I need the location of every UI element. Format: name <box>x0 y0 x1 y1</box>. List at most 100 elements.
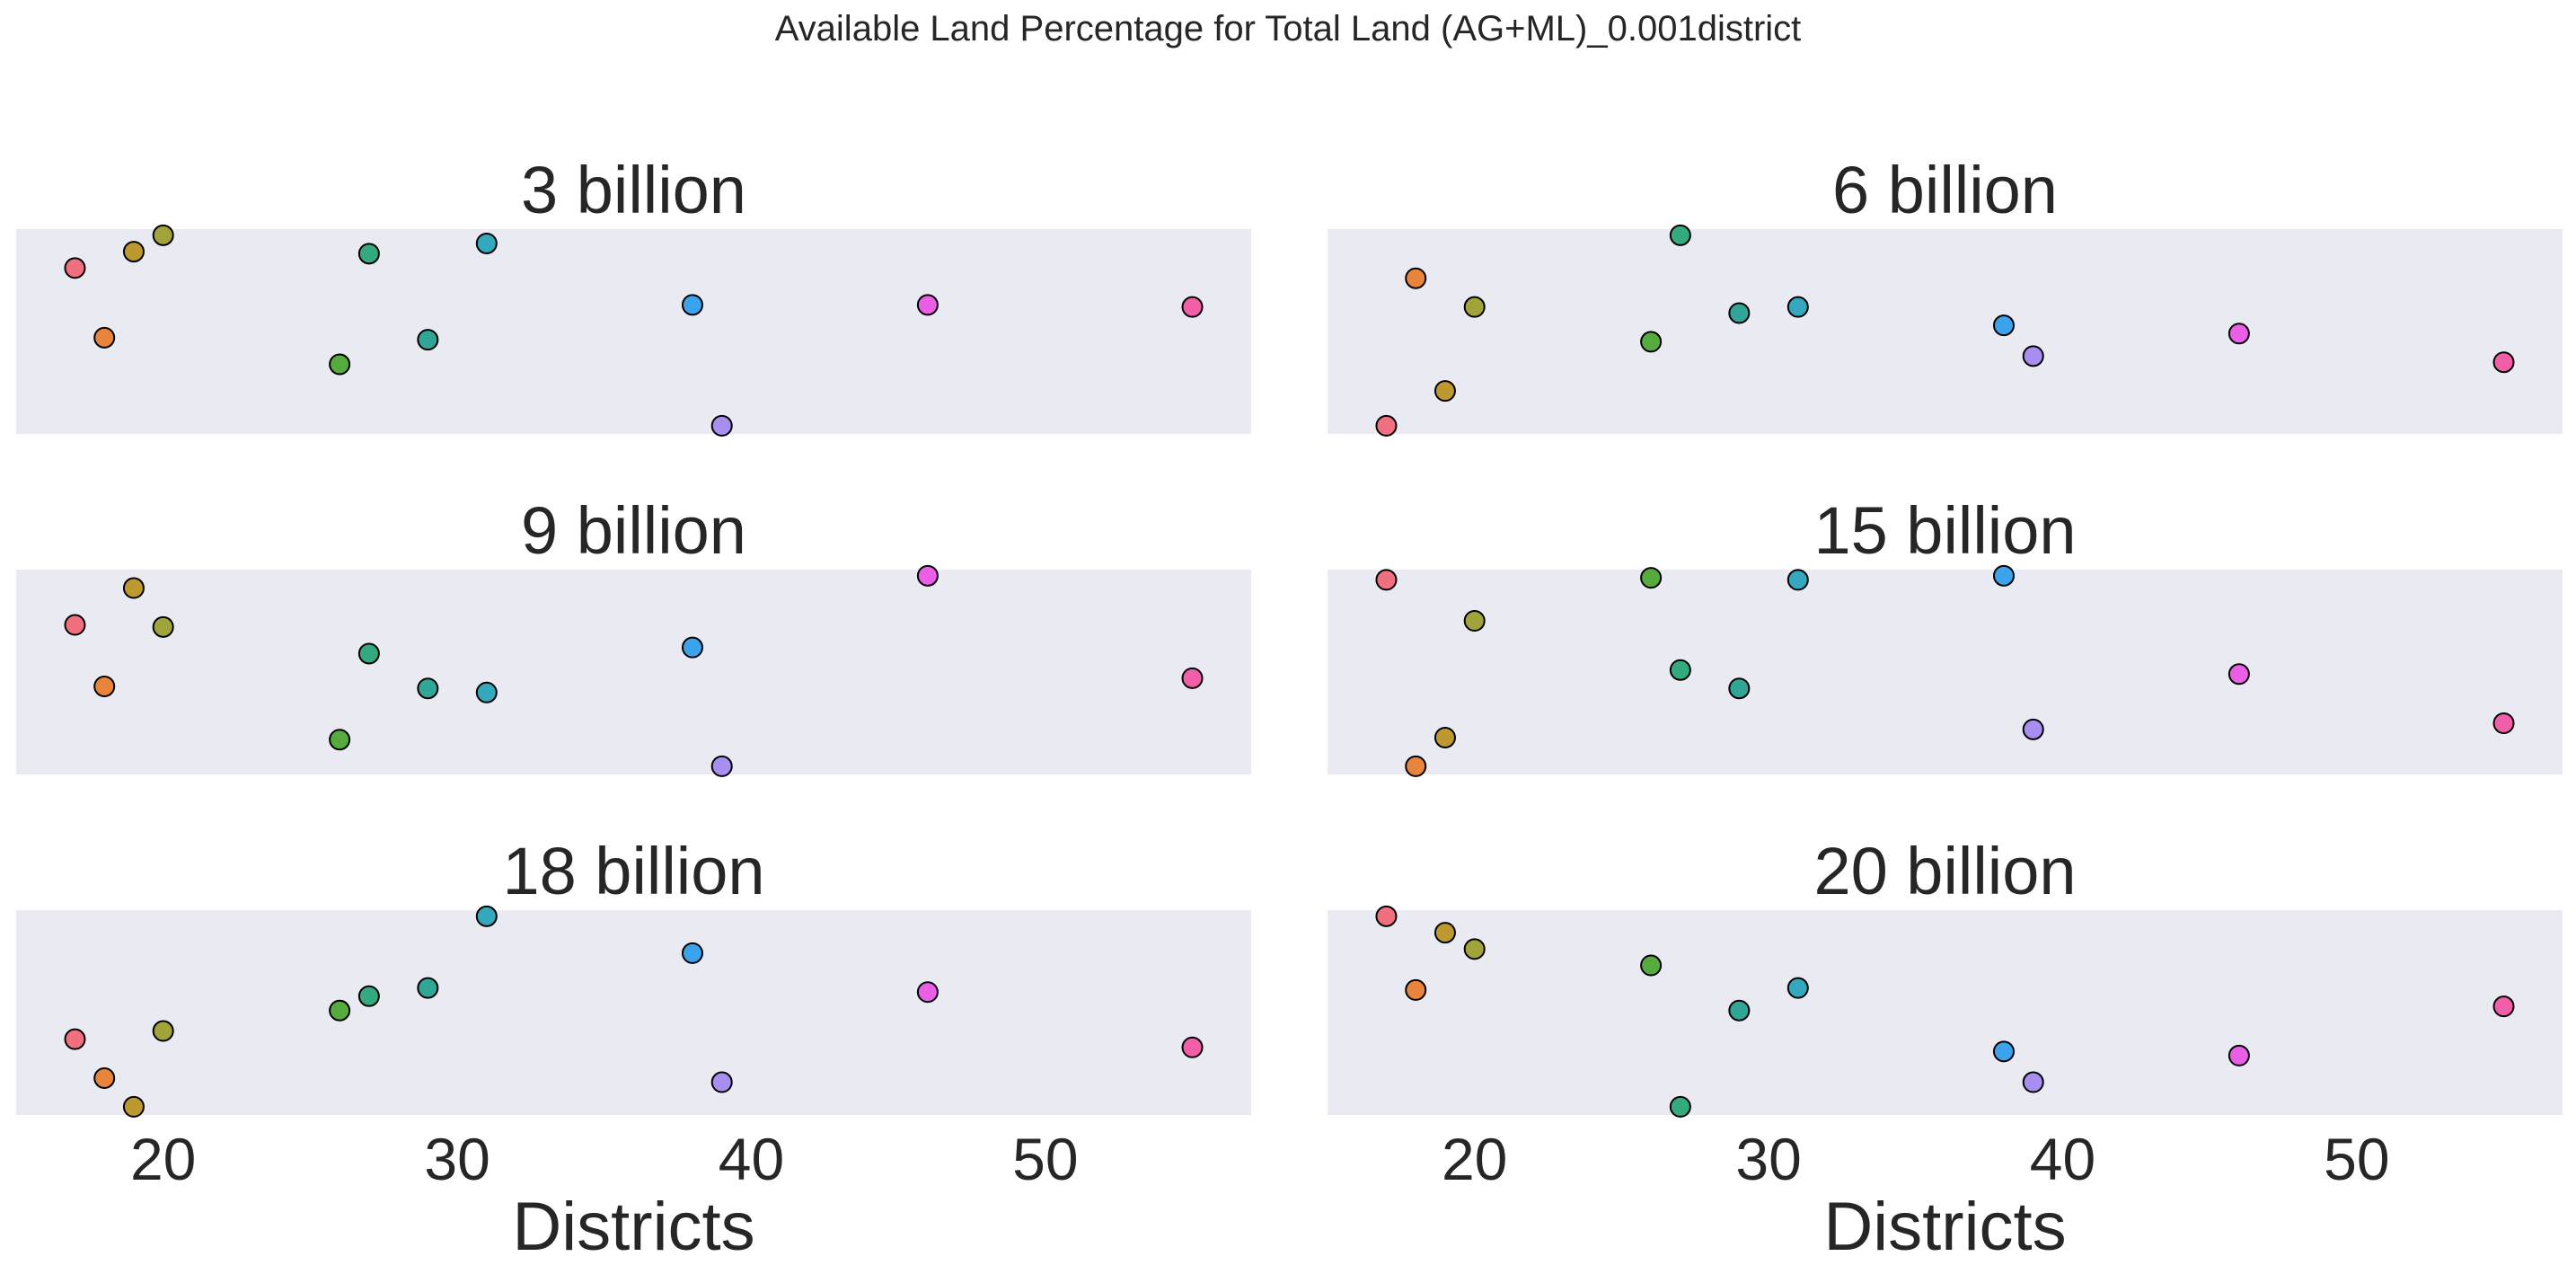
data-point-district-18 <box>1405 978 1427 1001</box>
data-point-district-26 <box>1640 331 1663 353</box>
data-point-district-55 <box>1181 1036 1204 1058</box>
data-point-district-55 <box>2492 995 2515 1018</box>
facet-panel-3: 9 billion <box>16 493 1251 777</box>
data-point-district-38 <box>1992 314 2015 337</box>
data-point-district-26 <box>1640 567 1663 589</box>
data-point-district-38 <box>681 294 703 316</box>
data-point-district-46 <box>2228 663 2250 686</box>
data-point-district-18 <box>1405 755 1427 777</box>
panel-background <box>1328 910 2563 1115</box>
facet-panel-5: 18 billion 20 30 40 50 Districts <box>16 834 1251 1265</box>
data-point-district-19 <box>122 1095 145 1118</box>
data-point-district-29 <box>1728 999 1751 1022</box>
x-tick-label: 20 <box>130 1126 196 1192</box>
data-point-district-29 <box>1728 302 1751 324</box>
data-point-district-38 <box>681 636 703 659</box>
data-point-district-39 <box>2022 345 2044 367</box>
x-axis-label: Districts <box>1823 1189 2066 1265</box>
data-point-district-17 <box>64 257 86 279</box>
data-point-district-31 <box>1786 296 1809 318</box>
data-point-district-19 <box>1434 380 1456 403</box>
data-point-district-20 <box>152 1020 174 1042</box>
data-point-district-38 <box>681 942 703 964</box>
panel-title: 9 billion <box>521 493 746 568</box>
x-tick-label: 20 <box>1442 1126 1507 1192</box>
data-point-district-26 <box>329 999 351 1022</box>
data-point-district-18 <box>93 675 116 697</box>
data-point-district-19 <box>1434 726 1456 748</box>
data-point-district-46 <box>916 564 939 587</box>
panel-background <box>16 910 1251 1115</box>
data-point-district-55 <box>1181 667 1204 689</box>
data-point-district-39 <box>710 414 733 437</box>
data-point-district-17 <box>1375 569 1398 591</box>
panel-title: 6 billion <box>1832 153 2058 227</box>
x-axis-label: Districts <box>512 1189 754 1265</box>
x-tick-label: 40 <box>719 1126 784 1192</box>
data-point-district-31 <box>475 681 498 703</box>
data-point-district-29 <box>417 977 439 999</box>
data-point-district-17 <box>64 1028 86 1050</box>
facet-panel-6: 20 billion 20 30 40 50 Districts <box>1328 834 2563 1265</box>
data-point-district-39 <box>2022 1071 2044 1093</box>
x-tick-label: 50 <box>1012 1126 1078 1192</box>
data-point-district-31 <box>1786 569 1809 591</box>
data-point-district-55 <box>1181 296 1204 318</box>
data-point-district-31 <box>475 232 498 254</box>
facet-panel-1: 3 billion <box>16 153 1251 437</box>
panel-background <box>1328 229 2563 434</box>
data-point-district-29 <box>417 329 439 351</box>
data-point-district-38 <box>1992 1040 2015 1063</box>
panel-title: 20 billion <box>1813 834 2076 908</box>
data-point-district-55 <box>2492 351 2515 374</box>
data-point-district-26 <box>329 353 351 376</box>
panel-title: 3 billion <box>521 153 746 227</box>
data-point-district-29 <box>417 677 439 700</box>
data-point-district-20 <box>152 224 174 246</box>
data-point-district-46 <box>2228 323 2250 345</box>
data-point-district-20 <box>1463 610 1486 632</box>
data-point-district-39 <box>710 1071 733 1093</box>
data-point-district-27 <box>357 243 380 265</box>
data-point-district-39 <box>710 755 733 777</box>
data-point-district-20 <box>152 615 174 638</box>
x-tick-label: 50 <box>2324 1126 2389 1192</box>
data-point-district-20 <box>1463 938 1486 960</box>
panel-title: 15 billion <box>1813 493 2076 568</box>
x-tick-label: 30 <box>424 1126 490 1192</box>
data-point-district-55 <box>2492 712 2515 734</box>
data-point-district-46 <box>916 294 939 316</box>
x-tick-label: 30 <box>1735 1126 1801 1192</box>
data-point-district-17 <box>64 614 86 636</box>
x-tick-label: 40 <box>2030 1126 2095 1192</box>
data-point-district-46 <box>916 981 939 1004</box>
data-point-district-18 <box>93 326 116 349</box>
data-point-district-27 <box>357 985 380 1007</box>
data-point-district-17 <box>1375 905 1398 927</box>
panel-background <box>1328 570 2563 774</box>
data-point-district-19 <box>1434 922 1456 944</box>
data-point-district-27 <box>1669 659 1691 681</box>
figure-title: Available Land Percentage for Total Land… <box>774 9 1802 49</box>
data-point-district-26 <box>329 729 351 751</box>
data-point-district-27 <box>357 642 380 665</box>
data-point-district-20 <box>1463 296 1486 318</box>
facet-panel-4: 15 billion <box>1328 493 2563 777</box>
data-point-district-19 <box>122 241 145 263</box>
data-point-district-31 <box>1786 977 1809 999</box>
data-point-district-46 <box>2228 1044 2250 1066</box>
data-point-district-18 <box>93 1066 116 1089</box>
panel-title: 18 billion <box>502 834 764 908</box>
data-point-district-31 <box>475 905 498 927</box>
data-point-district-18 <box>1405 267 1427 289</box>
panel-background <box>16 229 1251 434</box>
data-point-district-29 <box>1728 677 1751 700</box>
data-point-district-27 <box>1669 224 1691 246</box>
data-point-district-26 <box>1640 954 1663 977</box>
data-point-district-19 <box>122 577 145 599</box>
data-point-district-27 <box>1669 1095 1691 1118</box>
data-point-district-17 <box>1375 414 1398 437</box>
panel-background <box>16 570 1251 774</box>
data-point-district-38 <box>1992 564 2015 587</box>
